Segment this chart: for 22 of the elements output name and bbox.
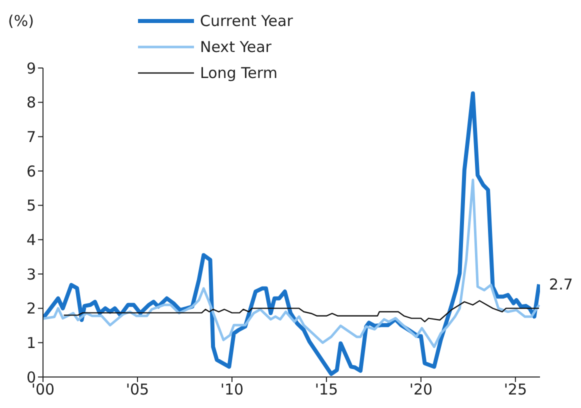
y-tick-label: 2 <box>26 300 36 318</box>
x-tick-label: '25 <box>504 380 528 399</box>
y-tick-label: 1 <box>26 334 36 352</box>
x-tick-label: '05 <box>126 380 150 399</box>
line-series <box>43 178 540 348</box>
legend-label: Next Year <box>200 38 272 56</box>
annotation: 2.7 <box>549 276 573 294</box>
y-tick-label: 4 <box>26 230 36 249</box>
x-tick-label: '15 <box>314 380 338 399</box>
x-tick-label: '10 <box>220 380 244 399</box>
y-tick-label: 7 <box>26 128 36 146</box>
y-axis-title: (%) <box>8 12 34 30</box>
line-series <box>63 300 540 322</box>
x-tick-label: '20 <box>409 380 433 399</box>
y-tick-label: 8 <box>26 94 36 112</box>
legend-label: Current Year <box>200 12 293 30</box>
y-tick-label: 9 <box>26 59 36 78</box>
legend-label: Long Term <box>200 64 278 82</box>
y-tick-label: 3 <box>26 265 36 284</box>
y-tick-label: 5 <box>26 196 36 215</box>
y-tick-label: 6 <box>26 162 36 180</box>
y-tick-label: 0 <box>26 368 36 386</box>
